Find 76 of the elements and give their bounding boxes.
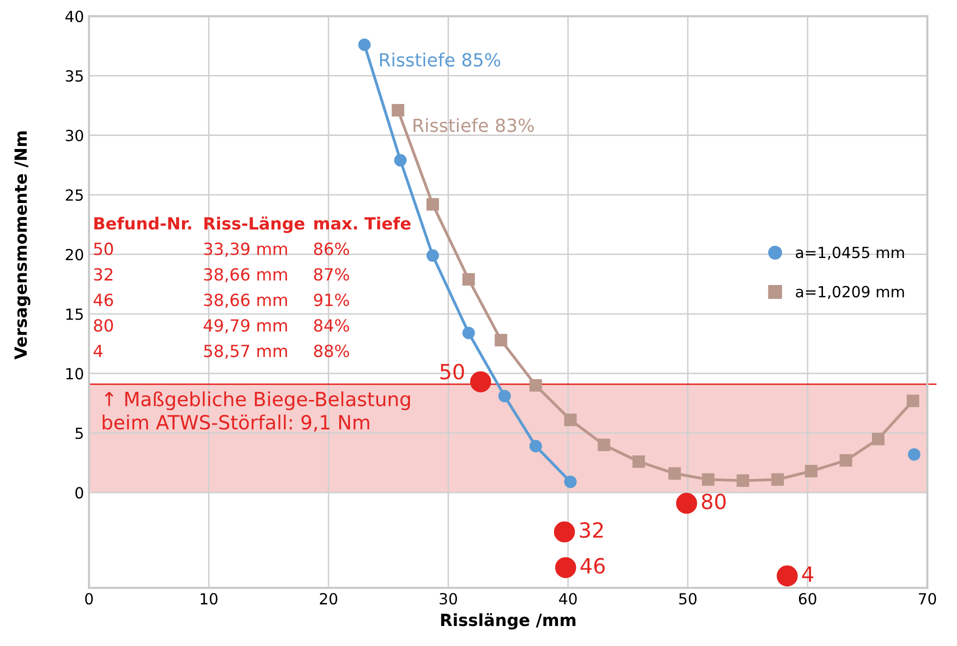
x-tick-label: 0 [85,592,93,605]
legend-label: a=1,0209 mm [796,286,904,300]
annotation: Risstiefe 83% [414,118,534,132]
point [702,473,714,486]
annotation: 46 [580,558,605,574]
point [498,390,511,402]
point [494,334,508,346]
annotation: 49,79 mm [204,319,287,334]
point [426,198,439,211]
annotation: 84% [314,319,350,332]
annotation: 80 [702,494,726,510]
x-tick-label: 60 [798,592,816,605]
x-tick-label: 20 [320,592,338,605]
annotation: 80 [94,319,113,332]
point [564,414,577,426]
point [462,326,475,340]
x-tick-label: 10 [200,592,218,605]
point [554,521,575,542]
band-label: ↑ Maßgebliche Biege-Belastung beim ATWS-Störfall: 9,1 Nm [102,391,410,432]
annotation: 4 [802,566,814,582]
point [632,455,645,468]
y-tick-label: 0 [75,487,84,499]
y-tick-label: 15 [66,308,83,320]
annotation: Befund-Nr. [94,216,192,230]
annotation: 88% [314,344,350,358]
point [564,476,577,488]
annotation: Risstiefe 85% [380,52,500,67]
y-tick-label: 40 [65,10,84,22]
y-tick-label: 35 [66,70,83,82]
point [676,492,698,514]
point [736,474,750,487]
point [840,454,852,467]
point [771,473,784,486]
point [908,448,920,461]
y-tick-label: 25 [66,189,83,201]
annotation: 87% [314,268,350,281]
point [462,273,475,286]
annotation: 86% [314,242,350,256]
annotation: Riss-Länge [204,216,304,234]
annotation: 50 [94,242,113,256]
annotation: 32 [580,522,603,538]
y-tick-label: 20 [66,248,84,260]
point [804,464,818,478]
point [906,394,920,408]
point [470,371,492,392]
x-axis-title: Risslänge /mm [441,613,576,630]
annotation: 50 [440,364,464,380]
x-tick-label: 70 [918,592,936,605]
x-tick-label: 40 [559,592,577,605]
point [668,467,681,480]
y-tick-label: 5 [76,428,83,440]
point [872,432,884,446]
point [555,557,576,578]
point [529,379,542,392]
annotation: 4 [94,344,102,357]
point [776,565,798,586]
annotation: 91% [314,294,350,306]
annotation: 58,57 mm [204,344,287,359]
annotation: 38,66 mm [204,294,287,308]
legend-label: a=1,0455 mm [796,246,904,260]
annotation: 38,66 mm [204,268,287,282]
point [392,104,404,116]
x-tick-label: 50 [679,592,697,605]
point [529,440,542,452]
y-axis-title: Versagensmomente /Nm [14,131,30,360]
y-tick-label: 30 [66,130,84,142]
annotation: 33,39 mm [204,242,287,257]
point [426,249,439,262]
annotation: max. Tiefe [314,216,411,230]
point [598,438,610,452]
annotation: 32 [94,268,112,281]
annotation: 46 [94,294,113,306]
x-tick-label: 30 [440,592,457,605]
point [358,38,371,51]
point [394,154,407,167]
y-tick-label: 10 [66,368,84,380]
